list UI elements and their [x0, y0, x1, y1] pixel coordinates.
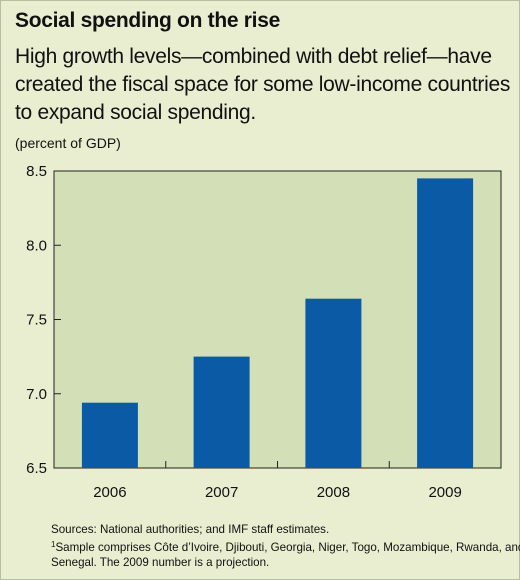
footnote-line-2: Senegal. The 2009 number is a projection… [51, 556, 270, 569]
bars-group [81, 178, 474, 468]
bar-2007 [193, 356, 250, 468]
bar-2009 [417, 178, 474, 468]
y-axis-unit-label: (percent of GDP) [15, 135, 121, 151]
x-tick-label-2008: 2008 [317, 484, 350, 501]
bar-2006 [81, 402, 138, 468]
x-tick-label-2006: 2006 [93, 484, 126, 501]
bar-chart: 6.5 7.0 7.5 8.0 8.5 2006 2007 2008 2009 [26, 163, 502, 501]
y-tick-label: 7.5 [26, 312, 47, 329]
chart-notes: Sources: National authorities; and IMF s… [51, 522, 520, 570]
footnote-mark: 1 [51, 540, 56, 549]
x-tick-label-2007: 2007 [205, 484, 238, 501]
y-axis: 6.5 7.0 7.5 8.0 8.5 [26, 163, 61, 477]
chart-title: Social spending on the rise [15, 9, 280, 32]
bar-2008 [305, 298, 362, 468]
x-axis: 2006 2007 2008 2009 [93, 461, 462, 501]
footnote-line-1: 1Sample comprises Côte d’Ivoire, Djibout… [51, 537, 520, 555]
sources-note: Sources: National authorities; and IMF s… [51, 523, 330, 536]
x-tick-label-2009: 2009 [428, 484, 461, 501]
chart-subtitle: High growth levels—combined with debt re… [15, 45, 511, 124]
y-tick-label: 8.0 [26, 237, 47, 254]
y-tick-label: 6.5 [26, 460, 47, 477]
y-tick-label: 7.0 [26, 386, 47, 403]
footnote-text-1: Sample comprises Côte d’Ivoire, Djibouti… [55, 541, 520, 554]
y-tick-label: 8.5 [26, 163, 47, 180]
